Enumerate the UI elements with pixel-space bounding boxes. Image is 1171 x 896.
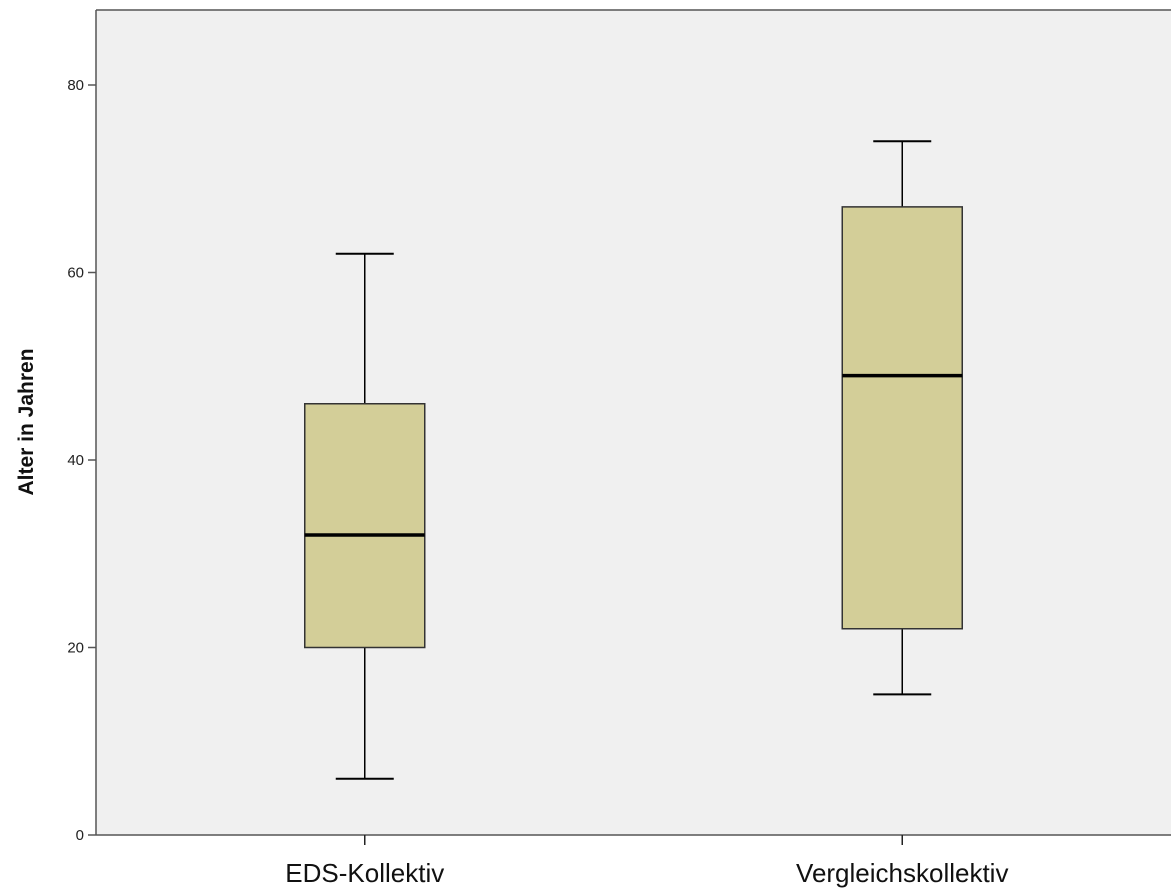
box-series xyxy=(304,140,963,780)
x-tick-label: EDS-Kollektiv xyxy=(285,858,444,888)
y-tick-label: 80 xyxy=(67,77,84,94)
y-tick-label: 60 xyxy=(67,265,84,282)
iqr-box xyxy=(841,206,963,630)
box-group xyxy=(304,252,426,780)
iqr-box xyxy=(304,403,426,649)
plot-area xyxy=(96,10,1171,835)
box-group xyxy=(841,140,963,696)
y-axis-ticks: 0 20 40 60 80 xyxy=(67,77,96,844)
x-tick-label: Vergleichskollektiv xyxy=(796,858,1008,888)
x-axis-ticks: EDS-Kollektiv Vergleichskollektiv xyxy=(285,835,1008,888)
y-tick-label: 40 xyxy=(67,452,84,469)
y-tick-label: 0 xyxy=(76,827,84,844)
y-tick-label: 20 xyxy=(67,640,84,657)
y-axis-title: Alter in Jahren xyxy=(15,348,38,495)
